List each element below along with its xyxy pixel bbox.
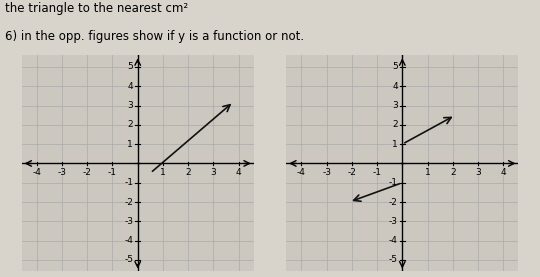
Text: 6) in the opp. figures show if y is a function or not.: 6) in the opp. figures show if y is a fu… — [5, 30, 305, 43]
Text: -4: -4 — [124, 236, 133, 245]
Text: 2: 2 — [127, 120, 133, 129]
Text: -1: -1 — [389, 178, 398, 187]
Text: -3: -3 — [57, 168, 66, 177]
Text: 4: 4 — [127, 82, 133, 91]
Text: 2: 2 — [185, 168, 191, 177]
Text: -3: -3 — [322, 168, 331, 177]
Text: 4: 4 — [392, 82, 398, 91]
Text: -1: -1 — [108, 168, 117, 177]
Text: -4: -4 — [32, 168, 41, 177]
Text: -5: -5 — [389, 255, 398, 264]
Text: 1: 1 — [160, 168, 166, 177]
Text: -5: -5 — [124, 255, 133, 264]
Text: -2: -2 — [124, 198, 133, 207]
Text: -4: -4 — [297, 168, 306, 177]
Text: -3: -3 — [389, 217, 398, 226]
Text: 3: 3 — [392, 101, 398, 110]
Text: -3: -3 — [124, 217, 133, 226]
Text: 4: 4 — [501, 168, 506, 177]
Text: 3: 3 — [211, 168, 217, 177]
Text: 1: 1 — [392, 140, 398, 149]
Text: 4: 4 — [236, 168, 241, 177]
Text: -2: -2 — [347, 168, 356, 177]
Text: 3: 3 — [127, 101, 133, 110]
Text: 5: 5 — [392, 63, 398, 71]
Text: 2: 2 — [450, 168, 456, 177]
Text: 5: 5 — [127, 63, 133, 71]
Text: -2: -2 — [83, 168, 92, 177]
Text: -1: -1 — [373, 168, 382, 177]
Text: 1: 1 — [127, 140, 133, 149]
Text: 1: 1 — [424, 168, 430, 177]
Text: -4: -4 — [389, 236, 398, 245]
Text: the triangle to the nearest cm²: the triangle to the nearest cm² — [5, 2, 188, 16]
Text: -2: -2 — [389, 198, 398, 207]
Text: -1: -1 — [124, 178, 133, 187]
Text: 3: 3 — [475, 168, 481, 177]
Text: 2: 2 — [392, 120, 398, 129]
